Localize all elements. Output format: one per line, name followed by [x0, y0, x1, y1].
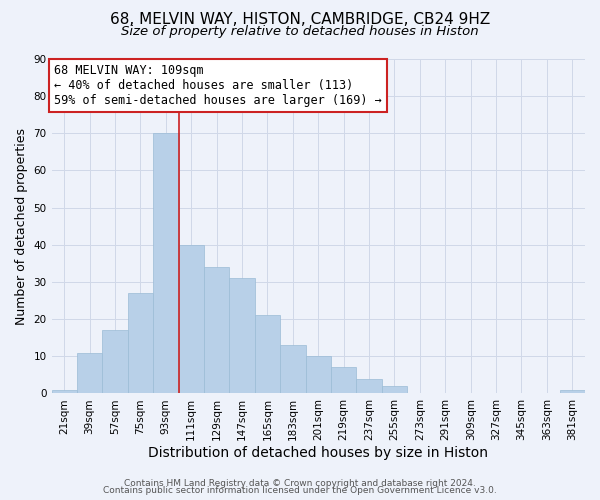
X-axis label: Distribution of detached houses by size in Histon: Distribution of detached houses by size … [148, 446, 488, 460]
Bar [103, 330, 128, 394]
Text: Contains HM Land Registry data © Crown copyright and database right 2024.: Contains HM Land Registry data © Crown c… [124, 478, 476, 488]
Bar [356, 378, 382, 394]
Bar [255, 316, 280, 394]
Text: Size of property relative to detached houses in Histon: Size of property relative to detached ho… [121, 25, 479, 38]
Bar [77, 352, 103, 394]
Bar [204, 267, 229, 394]
Bar [331, 368, 356, 394]
Bar [382, 386, 407, 394]
Bar [179, 245, 204, 394]
Text: 68 MELVIN WAY: 109sqm
← 40% of detached houses are smaller (113)
59% of semi-det: 68 MELVIN WAY: 109sqm ← 40% of detached … [54, 64, 382, 107]
Bar [153, 134, 179, 394]
Y-axis label: Number of detached properties: Number of detached properties [15, 128, 28, 324]
Bar [128, 293, 153, 394]
Text: 68, MELVIN WAY, HISTON, CAMBRIDGE, CB24 9HZ: 68, MELVIN WAY, HISTON, CAMBRIDGE, CB24 … [110, 12, 490, 28]
Text: Contains public sector information licensed under the Open Government Licence v3: Contains public sector information licen… [103, 486, 497, 495]
Bar [305, 356, 331, 394]
Bar [52, 390, 77, 394]
Bar [280, 345, 305, 394]
Bar [560, 390, 585, 394]
Bar [229, 278, 255, 394]
